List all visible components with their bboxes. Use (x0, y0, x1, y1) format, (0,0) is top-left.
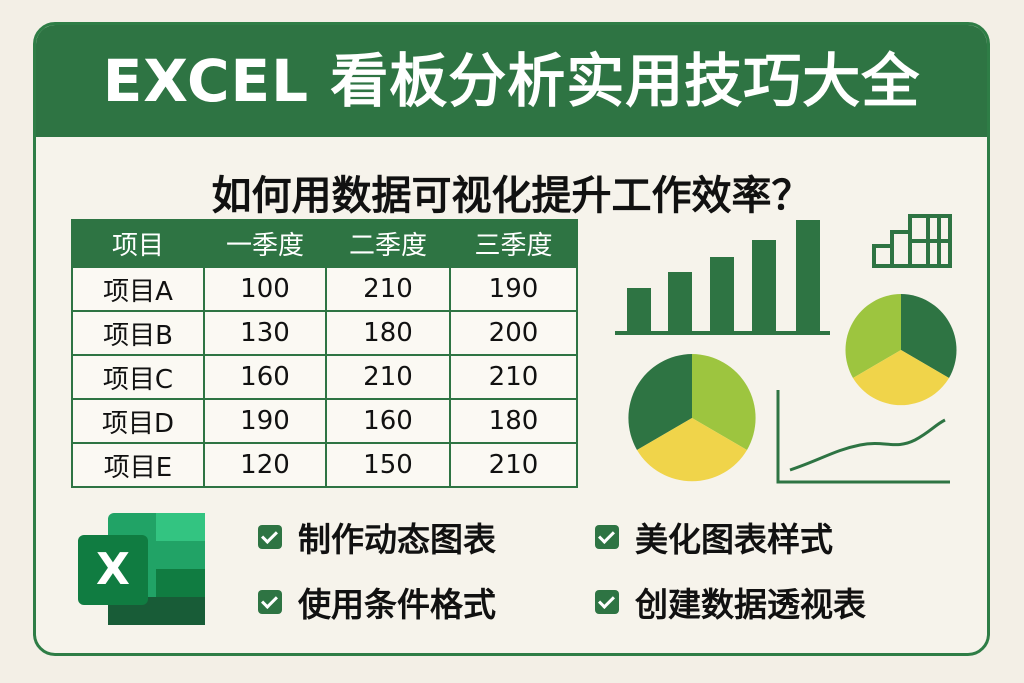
table-cell: 210 (325, 354, 451, 400)
table-cell: 210 (325, 266, 451, 312)
table-cell: 150 (325, 442, 451, 488)
table-row: 项目C 160 210 210 (71, 354, 578, 400)
check-item: 创建数据透视表 (595, 578, 866, 626)
table-cell: 210 (449, 442, 578, 488)
bar-icon (615, 220, 830, 335)
check-text: 创建数据透视表 (635, 585, 866, 624)
card: EXCEL 看板分析实用技巧大全 如何用数据可视化提升工作效率？ 项目 一季度 二季… (33, 22, 990, 656)
check-item: 使用条件格式 (258, 578, 496, 626)
pie-icon (628, 354, 756, 482)
table-cell: 160 (325, 398, 451, 444)
small-bar-icon (872, 214, 952, 268)
title: EXCEL 看板分析实用技巧大全 (36, 25, 987, 137)
header-cell: 二季度 (325, 219, 451, 268)
table-row: 项目D 190 160 180 (71, 398, 578, 444)
table-cell: 180 (325, 310, 451, 356)
check-text: 美化图表样式 (635, 520, 833, 559)
header-cell: 三季度 (449, 219, 578, 268)
table-cell: 190 (449, 266, 578, 312)
check-text: 使用条件格式 (298, 585, 496, 624)
excel-icon: X (78, 513, 205, 625)
check-text: 制作动态图表 (298, 520, 496, 559)
header-cell: 一季度 (203, 219, 327, 268)
data-table: 项目 一季度 二季度 三季度 项目A 100 210 190 项目B 130 180 200 项目C 16… (71, 219, 578, 488)
table-cell: 项目A (71, 266, 205, 312)
check-item: 制作动态图表 (258, 513, 496, 561)
table-cell: 180 (449, 398, 578, 444)
table-cell: 项目E (71, 442, 205, 488)
table-cell: 120 (203, 442, 327, 488)
table-cell: 130 (203, 310, 327, 356)
table-row: 项目B 130 180 200 (71, 310, 578, 356)
table-row: 项目E 120 150 210 (71, 442, 578, 488)
check-item: 美化图表样式 (595, 513, 833, 561)
line-icon (776, 390, 950, 484)
table-cell: 210 (449, 354, 578, 400)
table-cell: 项目B (71, 310, 205, 356)
table-cell: 190 (203, 398, 327, 444)
subtitle: 如何用数据可视化提升工作效率？ (211, 173, 812, 219)
table-cell: 200 (449, 310, 578, 356)
pie-icon (845, 294, 957, 406)
header-row: 项目 一季度 二季度 三季度 (71, 219, 578, 268)
header-cell: 项目 (71, 219, 205, 268)
icon-letter: X (96, 544, 130, 595)
table-row: 项目A 100 210 190 (71, 266, 578, 312)
table-cell: 100 (203, 266, 327, 312)
table-cell: 项目D (71, 398, 205, 444)
table-cell: 项目C (71, 354, 205, 400)
table-cell: 160 (203, 354, 327, 400)
